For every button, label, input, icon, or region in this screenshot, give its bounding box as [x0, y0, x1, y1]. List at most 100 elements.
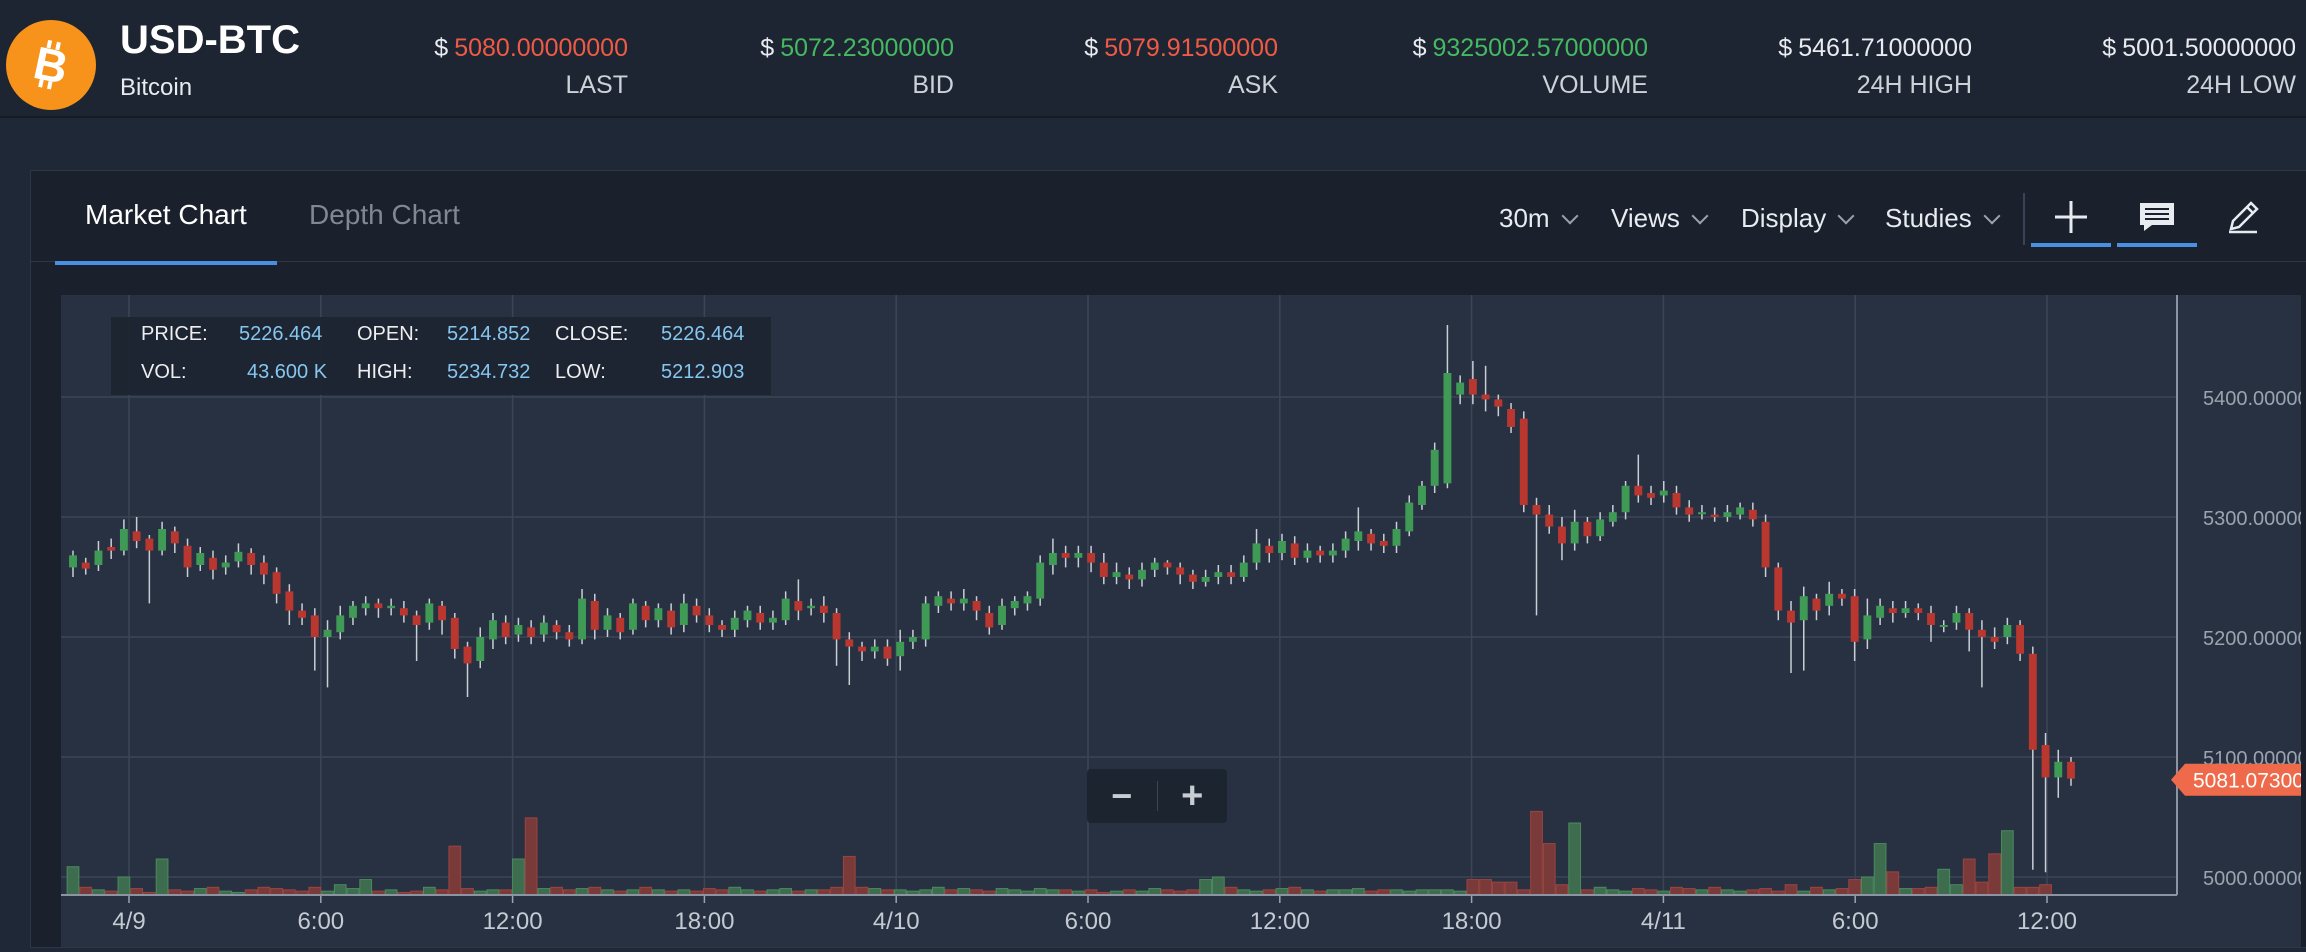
candle	[1697, 505, 1706, 520]
candle	[425, 598, 434, 630]
candle-body	[1927, 613, 1935, 625]
chevron-down-icon	[1561, 207, 1579, 225]
candle-body	[985, 613, 994, 628]
views-dropdown[interactable]: Views	[1611, 203, 1709, 234]
candle-body	[450, 617, 459, 649]
candle	[374, 598, 383, 618]
volume-bar	[1466, 879, 1480, 896]
candle-body	[1570, 521, 1579, 544]
candle	[1685, 500, 1694, 522]
candle-body	[1494, 399, 1503, 407]
close-label: CLOSE:	[555, 323, 629, 345]
candle	[349, 601, 357, 625]
dollar-sign: $	[1084, 34, 1099, 62]
candle	[1010, 596, 1019, 616]
vol-label: VOL:	[141, 361, 187, 383]
pair-symbol: USD-BTC	[120, 18, 300, 62]
candle-body	[209, 557, 217, 570]
low-value: 5212.903	[661, 361, 745, 383]
candle	[883, 639, 892, 666]
high-value: 5234.732	[447, 361, 531, 383]
market-chart[interactable]: 5000.0000005100.0000005200.0000005300.00…	[61, 295, 2306, 947]
candle	[908, 629, 917, 649]
candle	[1061, 545, 1070, 568]
candle	[399, 601, 408, 623]
candle	[896, 629, 905, 671]
zoom-in-button[interactable]: +	[1158, 769, 1228, 823]
candle-body	[514, 625, 523, 635]
candle-body	[603, 615, 612, 630]
zoom-out-button[interactable]: −	[1087, 769, 1157, 823]
candle	[1850, 589, 1859, 661]
candle-body	[1736, 507, 1745, 515]
candle-body	[883, 646, 892, 659]
close-value: 5226.464	[661, 323, 745, 345]
dollar-sign: $	[434, 34, 449, 62]
candle	[1048, 538, 1057, 575]
candle	[1176, 562, 1185, 585]
candle-body	[1036, 562, 1045, 599]
candle	[1099, 553, 1108, 585]
volume-bar	[2013, 886, 2027, 896]
candle	[438, 601, 447, 635]
candle-body	[1647, 493, 1655, 498]
candle	[1608, 505, 1617, 527]
tab-market-chart[interactable]: Market Chart	[55, 199, 277, 265]
candle	[1583, 517, 1592, 544]
candle	[2016, 620, 2025, 661]
candle	[310, 608, 319, 671]
candle	[209, 550, 217, 580]
tab-depth-chart-label: Depth Chart	[309, 199, 460, 230]
candle	[69, 550, 77, 577]
candle-body	[1876, 605, 1885, 618]
candle-body	[2067, 761, 2075, 779]
crosshair-button[interactable]	[2031, 189, 2111, 247]
candle	[1201, 569, 1210, 587]
candle-body	[1901, 608, 1910, 613]
ohlc-info-box: PRICE: 5226.464 OPEN: 5214.852 CLOSE: 52…	[111, 317, 771, 395]
ticker-ask: $5079.91500000 ASK	[1084, 34, 1278, 100]
crosshair-icon	[2055, 201, 2087, 233]
candle	[1418, 481, 1426, 510]
volume-bar	[1962, 858, 1976, 896]
volume-bar	[448, 845, 462, 896]
display-dropdown[interactable]: Display	[1741, 203, 1855, 234]
tab-depth-chart[interactable]: Depth Chart	[309, 199, 460, 231]
candle-body	[158, 529, 167, 551]
candle-body	[1163, 562, 1172, 568]
draw-button[interactable]	[2203, 189, 2283, 245]
candle-body	[1125, 574, 1134, 580]
candle-body	[196, 553, 205, 565]
candle-body	[756, 613, 765, 623]
candle-body	[858, 646, 866, 652]
comment-button[interactable]	[2117, 189, 2197, 247]
candle-body	[1061, 553, 1070, 558]
volume-bar	[1479, 879, 1492, 896]
volume-bar	[932, 886, 945, 896]
volume-bar	[1491, 881, 1505, 896]
volume-value: 9325002.57000000	[1432, 34, 1648, 62]
candle	[1761, 514, 1770, 577]
volume-bar	[1937, 868, 1951, 896]
interval-dropdown[interactable]: 30m	[1499, 203, 1579, 234]
studies-dropdown[interactable]: Studies	[1885, 203, 2001, 234]
chevron-down-icon	[1983, 207, 2001, 225]
candlestick-chart: 5000.0000005100.0000005200.0000005300.00…	[61, 295, 2306, 935]
volume-bar	[1199, 879, 1212, 896]
ticker-bid: $5072.23000000 BID	[760, 34, 954, 100]
candle	[145, 535, 154, 604]
candle	[832, 608, 841, 666]
candle	[616, 613, 625, 640]
volume-bar	[1288, 886, 1302, 896]
price-label: PRICE:	[141, 323, 208, 345]
candle-body	[221, 562, 230, 568]
candle-body	[565, 632, 574, 640]
candle-body	[81, 562, 90, 569]
candle	[1227, 565, 1236, 585]
candle-body	[794, 601, 803, 611]
candle-body	[1418, 485, 1426, 505]
coin-name: Bitcoin	[120, 74, 193, 101]
candle	[298, 603, 307, 625]
candle-body	[412, 615, 421, 625]
volume-bar	[1670, 886, 1683, 896]
